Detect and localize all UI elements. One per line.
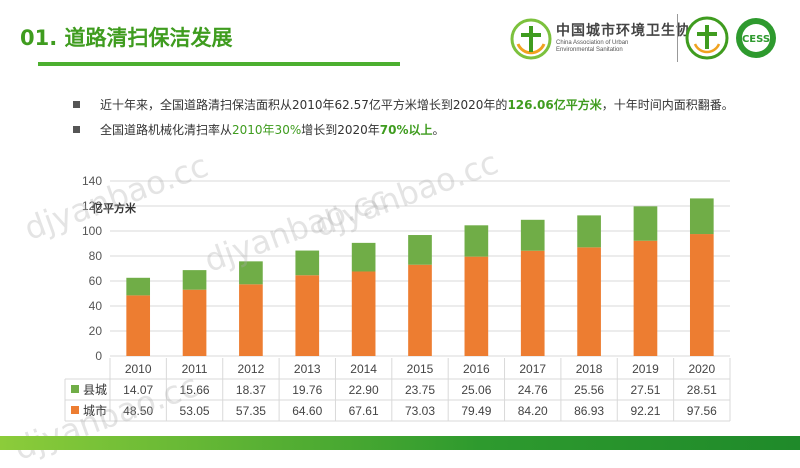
bullet-item-mechanization: 全国道路机械化清扫率从2010年30%增长到2020年70%以上。: [73, 121, 773, 139]
bar-county: [520, 219, 545, 251]
association-logo-icon: [510, 18, 552, 60]
logo-separator: [677, 14, 678, 62]
bar-city: [239, 284, 263, 356]
bar-city: [182, 289, 207, 356]
y-tick-label: 120: [82, 199, 102, 213]
bar-city: [464, 256, 489, 356]
bullet-1-tail: ，十年时间内面积翻番。: [601, 98, 734, 112]
bar-county: [689, 198, 714, 235]
data-label: 73.03: [405, 404, 435, 418]
data-label: 14.07: [123, 383, 153, 397]
data-label: 79.49: [461, 404, 491, 418]
data-label: 53.05: [180, 404, 210, 418]
data-label: 84.20: [518, 404, 548, 418]
bar-county: [182, 270, 207, 290]
logo-area: 中国城市环境卫生协会 China Association of Urban En…: [510, 10, 790, 70]
data-label: 23.75: [405, 383, 435, 397]
y-unit-label: 亿平方米: [92, 201, 137, 215]
data-label: 19.76: [292, 383, 322, 397]
logo-en-text: China Association of Urban Environmental…: [556, 40, 628, 54]
bullet-1-text: 近十年来，全国道路清扫保洁面积从2010年62.57亿平方米增长到2020年的: [100, 98, 508, 112]
data-label: 15.66: [180, 383, 210, 397]
bar-city: [126, 295, 151, 356]
y-tick-label: 0: [95, 349, 102, 363]
y-tick-label: 20: [89, 324, 103, 338]
legend-swatch: [71, 385, 79, 393]
bar-city: [408, 264, 432, 356]
bar-city: [633, 240, 658, 356]
bar-county: [577, 215, 601, 248]
data-label: 25.06: [461, 383, 491, 397]
y-tick-label: 140: [82, 174, 102, 188]
bar-city: [577, 247, 601, 356]
data-label: 24.76: [518, 383, 548, 397]
data-label: 97.56: [687, 404, 717, 418]
bullet-1-highlight: 126.06亿平方米: [507, 98, 602, 112]
bullet-square-icon: [73, 126, 80, 133]
data-label: 28.51: [687, 383, 717, 397]
bullet-2-tail: 。: [432, 123, 445, 137]
bullet-2-highlight: 2010年30%: [232, 123, 302, 137]
cess-logo-icon: CESS: [736, 18, 776, 58]
bar-county: [295, 250, 320, 276]
bar-city: [520, 250, 545, 356]
bullet-item-area: 近十年来，全国道路清扫保洁面积从2010年62.57亿平方米增长到2020年的1…: [73, 96, 773, 114]
data-label: 92.21: [630, 404, 660, 418]
y-tick-label: 60: [89, 274, 103, 288]
x-tick-label: 2014: [350, 362, 377, 376]
x-tick-label: 2012: [238, 362, 265, 376]
bar-county: [126, 277, 151, 296]
data-label: 57.35: [236, 404, 266, 418]
data-label: 22.90: [349, 383, 379, 397]
y-tick-label: 40: [89, 299, 103, 313]
legend-label: 城市: [83, 403, 107, 418]
bar-county: [464, 225, 489, 257]
bar-county: [239, 261, 263, 285]
x-tick-label: 2013: [294, 362, 321, 376]
data-label: 25.56: [574, 383, 604, 397]
y-tick-label: 100: [82, 224, 102, 238]
bar-city: [295, 275, 320, 356]
footer-bar: [0, 436, 800, 450]
logo-en-line-1: China Association of Urban: [556, 40, 629, 46]
logo-cn-text: 中国城市环境卫生协会: [556, 23, 706, 39]
bar-county: [351, 242, 376, 272]
x-tick-label: 2011: [182, 362, 208, 376]
x-tick-label: 2015: [407, 362, 434, 376]
legend-label: 县城: [83, 383, 107, 397]
y-tick-label: 80: [89, 249, 103, 263]
bullet-square-icon: [73, 101, 80, 108]
data-label: 64.60: [292, 404, 322, 418]
bar-city: [689, 234, 714, 356]
x-tick-label: 2019: [632, 362, 659, 376]
cess-text: CESS: [742, 34, 770, 45]
data-label: 86.93: [574, 404, 604, 418]
bar-county: [408, 235, 432, 265]
bullet-2-highlight-2: 70%以上: [379, 123, 433, 137]
x-tick-label: 2010: [125, 362, 152, 376]
title-underline: [38, 62, 400, 66]
legend-swatch: [71, 406, 79, 414]
x-tick-label: 2020: [688, 362, 715, 376]
stacked-bar-chart: 0 20 40 60 80 100 120 140 亿平方米 2010 2011 2012 2013 20…: [64, 174, 731, 422]
bullet-2-mid: 增长到2020年: [301, 123, 380, 137]
data-label: 67.61: [349, 404, 379, 418]
bar-city: [351, 271, 376, 356]
bullet-2-text: 全国道路机械化清扫率从: [100, 123, 233, 137]
badge-logo-icon: [685, 16, 729, 60]
page-title: 01. 道路清扫保洁发展: [20, 26, 233, 50]
data-label: 27.51: [630, 383, 660, 397]
data-label: 18.37: [236, 383, 266, 397]
data-label: 48.50: [123, 404, 153, 418]
logo-en-line-2: Environmental Sanitation: [556, 47, 623, 53]
bar-county: [633, 206, 658, 241]
x-tick-label: 2018: [576, 362, 603, 376]
x-tick-label: 2016: [463, 362, 490, 376]
x-tick-label: 2017: [519, 362, 546, 376]
bullet-list: 近十年来，全国道路清扫保洁面积从2010年62.57亿平方米增长到2020年的1…: [73, 96, 773, 146]
